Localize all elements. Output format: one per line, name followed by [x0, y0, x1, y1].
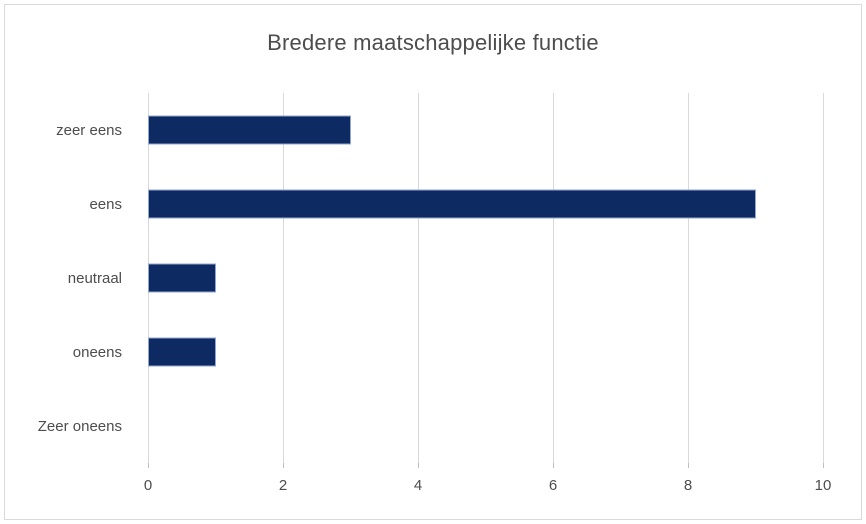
x-axis-labels: 0 2 4 6 8 10 — [144, 477, 832, 499]
bar-row — [148, 241, 823, 315]
gridline — [417, 93, 419, 463]
x-tick-label: 8 — [683, 477, 693, 494]
x-tick-label: 0 — [143, 477, 153, 494]
axis-tick-mark — [147, 463, 149, 468]
gridline — [822, 93, 824, 463]
y-category-label: neutraal — [67, 269, 122, 287]
x-tick-label: 10 — [814, 477, 832, 494]
bar-neutraal — [148, 263, 216, 293]
gridline — [552, 93, 554, 463]
axis-tick-mark — [687, 463, 689, 468]
x-tick-label: 2 — [278, 477, 288, 494]
axis-tick-mark — [822, 463, 824, 468]
y-axis-labels: zeer eens eens neutraal oneens Zeer oneens — [0, 93, 135, 463]
y-category-label: Zeer oneens — [37, 417, 122, 435]
y-category-label: oneens — [72, 343, 122, 361]
x-tick-label: 6 — [548, 477, 558, 494]
gridline — [687, 93, 689, 463]
chart-title: Bredere maatschappelijke functie — [267, 30, 599, 55]
gridline — [282, 93, 284, 463]
axis-tick-mark — [552, 463, 554, 468]
bar-row — [148, 389, 823, 463]
bar-row — [148, 167, 823, 241]
bar-oneens — [148, 337, 216, 367]
bar-eens — [148, 189, 756, 219]
y-category-label: zeer eens — [56, 121, 122, 139]
y-category-label: eens — [89, 195, 122, 213]
bar-row — [148, 93, 823, 167]
bar-row — [148, 315, 823, 389]
plot-area — [147, 93, 824, 468]
axis-tick-mark — [282, 463, 284, 468]
bar-zeer-eens — [148, 115, 351, 145]
axis-tick-mark — [417, 463, 419, 468]
x-tick-label: 4 — [413, 477, 423, 494]
